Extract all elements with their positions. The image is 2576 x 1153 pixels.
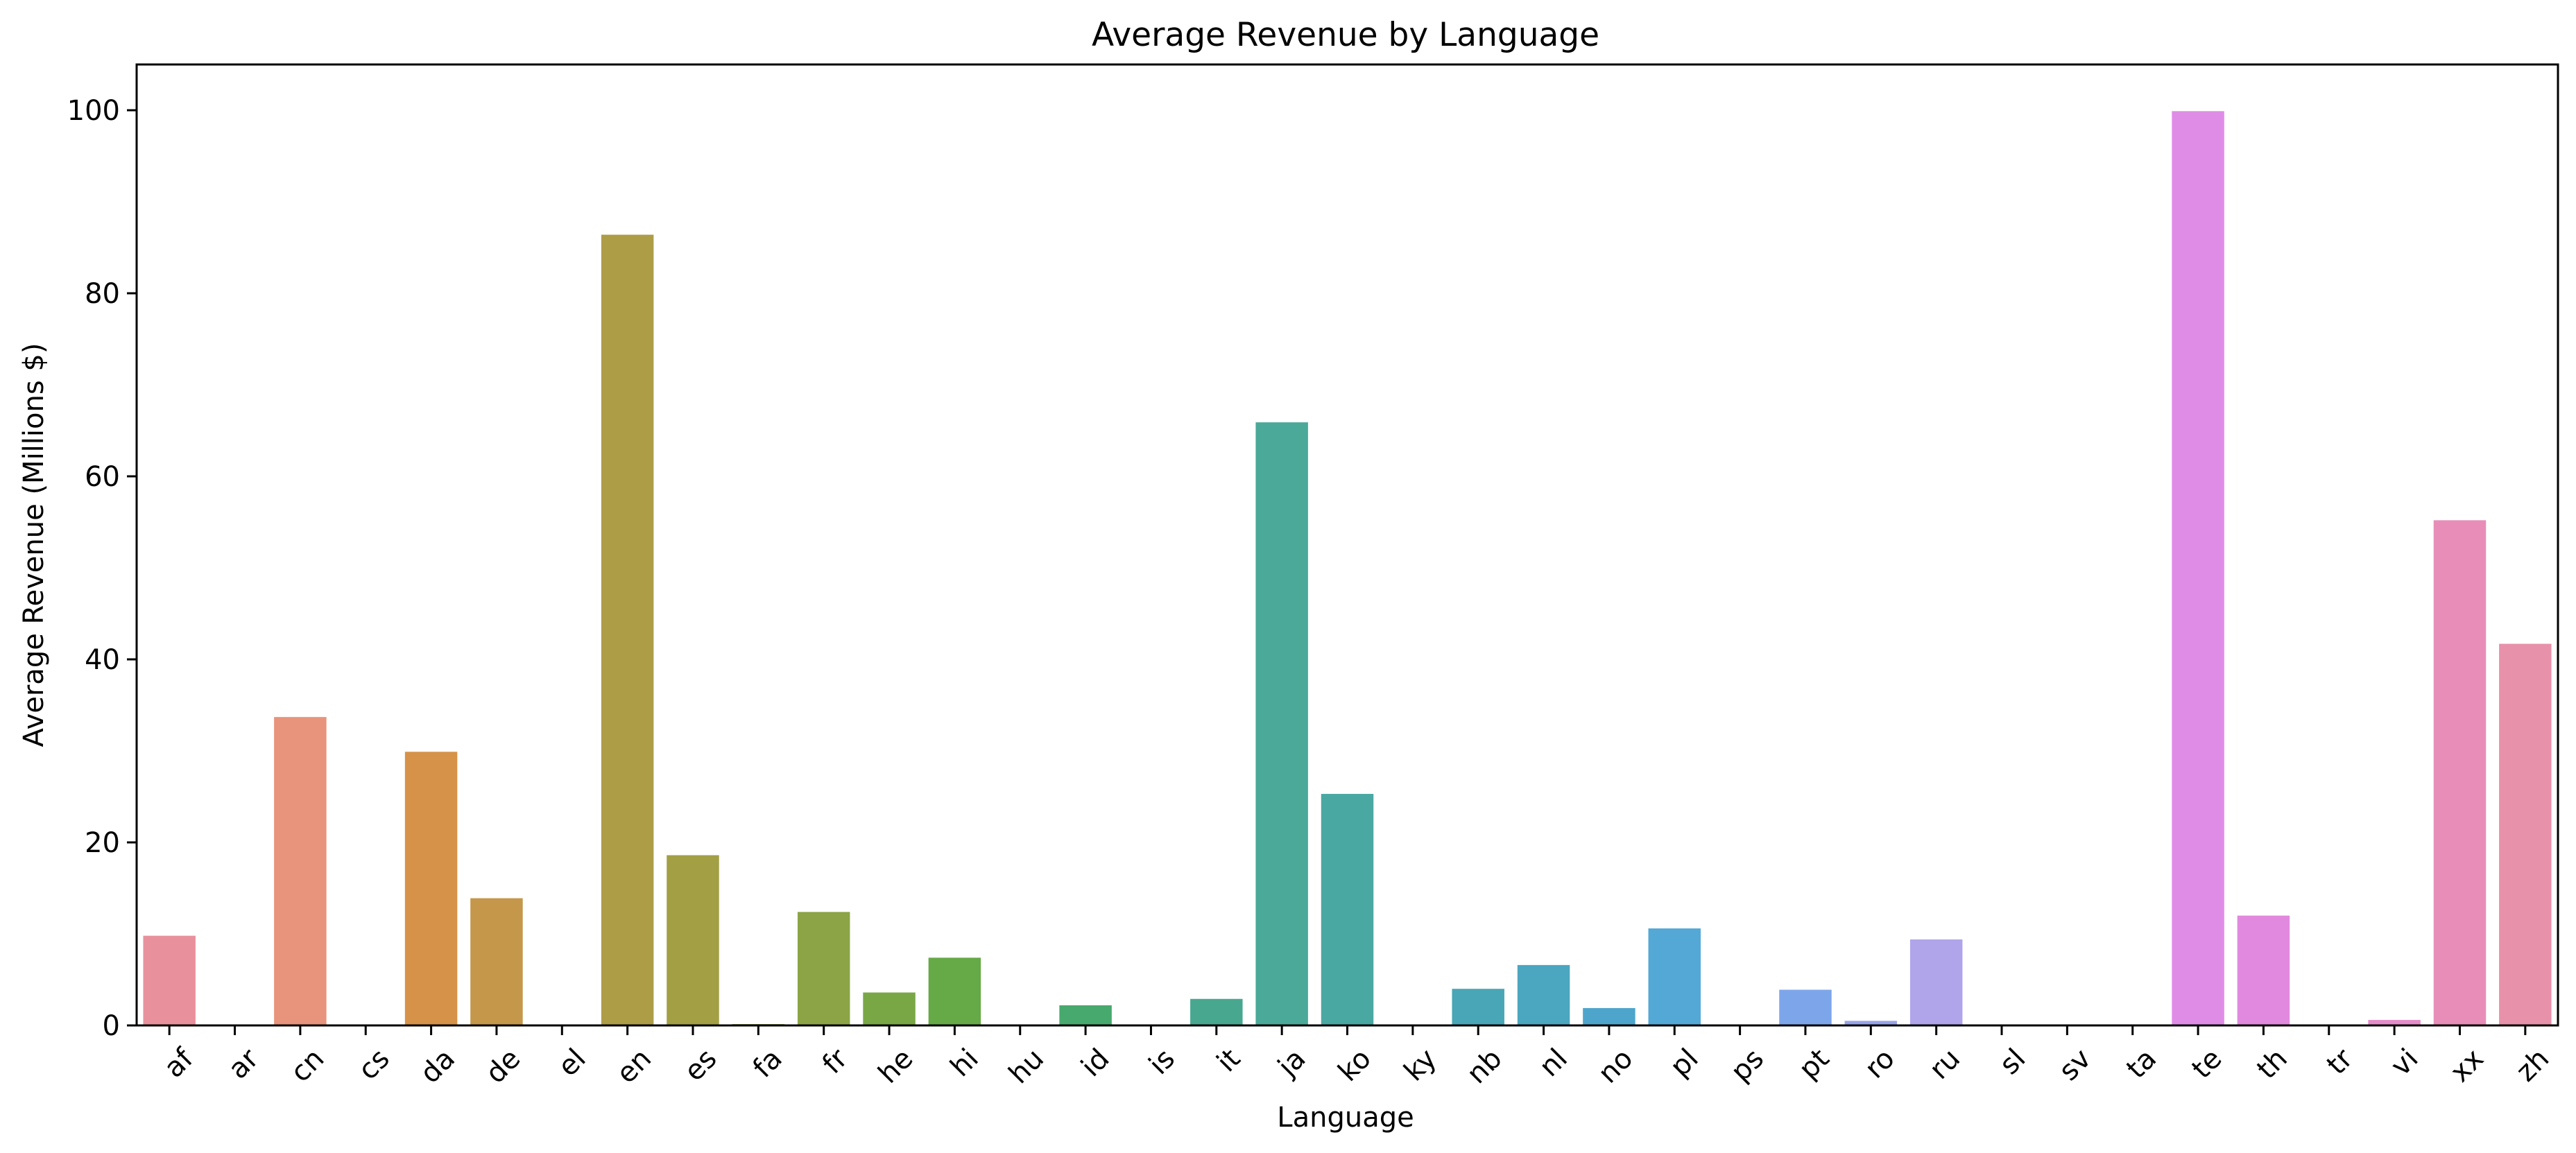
x-tick-label-fr: fr	[816, 1043, 855, 1081]
x-tick-label-nl: nl	[1534, 1043, 1574, 1083]
bar-id	[1059, 1005, 1112, 1025]
bar-fr	[797, 912, 850, 1025]
x-tick-label-da: da	[414, 1043, 461, 1090]
y-axis: 0 20 40 60 80 100	[67, 95, 137, 1042]
bar-no	[1583, 1007, 1635, 1025]
bar-en	[601, 234, 654, 1025]
x-tick-label-pl: pl	[1664, 1043, 1704, 1083]
bar-cn	[274, 717, 327, 1025]
bar-te	[2172, 111, 2224, 1025]
bar-af	[143, 935, 196, 1025]
bar-ja	[1255, 422, 1308, 1025]
x-tick-label-af: af	[158, 1042, 200, 1084]
bar-es	[667, 855, 719, 1025]
bar-vi	[2368, 1020, 2421, 1025]
x-tick-label-sv: sv	[2053, 1043, 2097, 1087]
x-tick-label-th: th	[2251, 1043, 2294, 1086]
y-tick-label: 0	[103, 1010, 120, 1042]
x-tick-label-sl: sl	[1993, 1043, 2032, 1081]
plot-frame	[135, 63, 2559, 1027]
x-tick-label-zh: zh	[2510, 1043, 2555, 1088]
bar-it	[1190, 998, 1243, 1025]
bar-nb	[1452, 989, 1504, 1025]
bar-de	[470, 898, 523, 1025]
x-tick-label-te: te	[2186, 1043, 2228, 1085]
bar-da	[404, 752, 458, 1025]
bar-zh	[2499, 643, 2552, 1025]
bar-pl	[1648, 928, 1701, 1025]
x-tick-label-ru: ru	[1923, 1043, 1966, 1086]
y-tick-label: 40	[85, 644, 120, 676]
bar-pt	[1779, 989, 1832, 1025]
x-tick-label-de: de	[479, 1043, 526, 1090]
x-tick-label-cs: cs	[352, 1043, 396, 1086]
x-tick-label-ar: ar	[222, 1043, 265, 1086]
bar-xx	[2433, 520, 2487, 1025]
x-tick-label-nb: nb	[1461, 1043, 1508, 1090]
bar-th	[2237, 915, 2290, 1025]
x-tick-label-el: el	[552, 1043, 592, 1083]
bar-ko	[1321, 794, 1374, 1025]
bars-group	[143, 111, 2552, 1025]
y-tick-label: 60	[85, 461, 120, 493]
x-tick-label-ta: ta	[2120, 1043, 2163, 1085]
x-tick-label-pt: pt	[1793, 1043, 1836, 1086]
x-tick-label-ro: ro	[1859, 1043, 1901, 1085]
x-tick-label-ja: ja	[1271, 1043, 1312, 1083]
y-axis-label: Average Revenue (Millions $)	[18, 343, 50, 747]
x-axis-label: Language	[1277, 1102, 1414, 1134]
x-tick-label-id: id	[1075, 1043, 1115, 1083]
bar-he	[863, 992, 916, 1025]
x-tick-label-ko: ko	[1332, 1043, 1377, 1088]
x-tick-label-it: it	[1211, 1043, 1246, 1078]
x-tick-label-fa: fa	[747, 1043, 789, 1084]
bar-ru	[1909, 939, 1963, 1025]
y-tick-label: 80	[85, 278, 120, 310]
y-tick-label: 100	[67, 95, 120, 127]
x-axis: af ar cn cs da de el en es fa fr he hi hu id is it ja ko ky…	[158, 1025, 2555, 1090]
x-tick-label-hu: hu	[1003, 1043, 1050, 1090]
x-tick-label-ps: ps	[1725, 1043, 1770, 1088]
x-tick-label-cn: cn	[284, 1043, 330, 1089]
x-tick-label-en: en	[610, 1043, 658, 1090]
bar-nl	[1517, 964, 1570, 1025]
x-tick-label-vi: vi	[2385, 1043, 2424, 1082]
x-tick-label-ky: ky	[1398, 1043, 1443, 1088]
chart-title: Average Revenue by Language	[1092, 16, 1599, 54]
x-tick-label-xx: xx	[2444, 1043, 2490, 1089]
x-tick-label-no: no	[1592, 1043, 1640, 1090]
x-tick-label-is: is	[1143, 1043, 1181, 1081]
y-tick-label: 20	[85, 827, 120, 859]
bar-hi	[928, 957, 981, 1025]
x-tick-label-tr: tr	[2321, 1043, 2360, 1082]
x-tick-label-es: es	[678, 1043, 723, 1088]
x-tick-label-hi: hi	[945, 1043, 985, 1083]
x-tick-label-he: he	[873, 1043, 920, 1090]
bar-ro	[1844, 1021, 1898, 1025]
